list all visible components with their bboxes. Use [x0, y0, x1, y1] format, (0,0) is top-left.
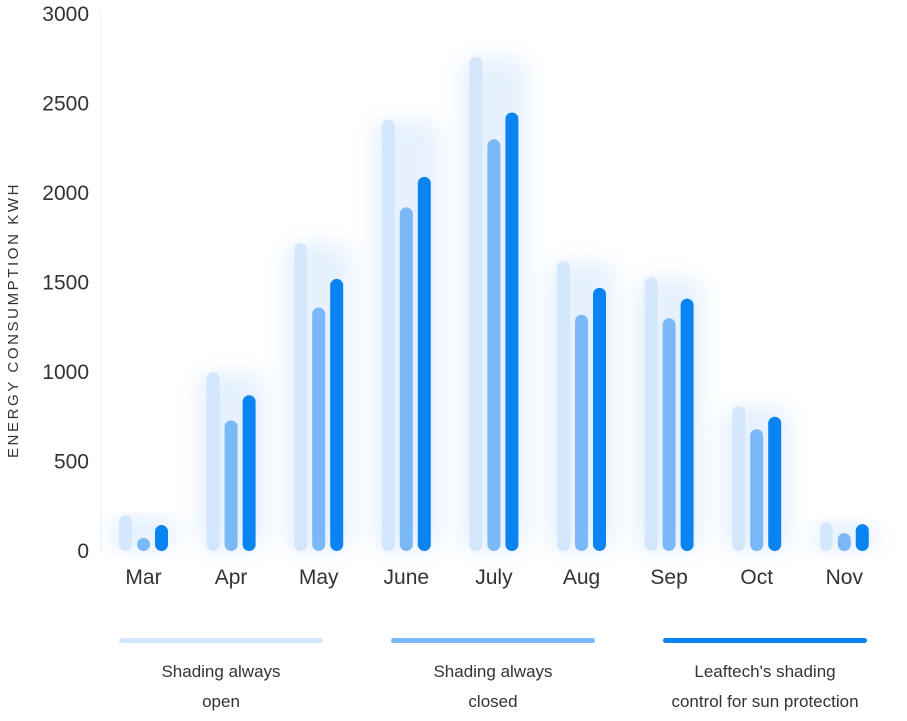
y-tick-label: 1500: [42, 272, 89, 295]
bar-sep-series-3: [680, 298, 694, 551]
bar-apr-series-1: [206, 372, 220, 551]
bar-aug-series-3: [593, 287, 606, 551]
legend-swatch-series-2: [391, 638, 595, 643]
y-tick-label: 500: [54, 451, 89, 474]
y-axis: ENERGY CONSUMPTION KWH: [5, 10, 102, 552]
bar-july-series-1: [469, 56, 483, 552]
x-tick-label: Apr: [215, 566, 248, 589]
x-tick-label: May: [299, 566, 339, 589]
x-tick-label: Mar: [125, 566, 161, 589]
bar-may-series-1: [294, 243, 308, 551]
bar-mar-series-3: [155, 525, 168, 551]
y-tick-label: 2000: [42, 182, 89, 205]
x-tick-label: Oct: [740, 566, 773, 589]
bar-may-series-2: [312, 307, 326, 551]
bar-sep-series-1: [644, 277, 658, 551]
bar-july-series-2: [487, 139, 501, 552]
bar-aug-series-1: [557, 261, 570, 551]
x-tick-label: Sep: [650, 566, 687, 589]
y-tick-label: 0: [77, 540, 89, 563]
x-tick-labels: Mar Apr May June July Aug Sep Oct Nov: [125, 566, 863, 589]
y-tick-labels: 0 500 1000 1500 2000 2500 3000: [42, 3, 89, 563]
legend-label-series-2: Shading always: [433, 662, 552, 681]
x-tick-label: Aug: [563, 566, 600, 589]
bar-oct-series-3: [768, 416, 782, 551]
legend-label-series-3: Leaftech's shading: [694, 662, 835, 681]
bar-mar-series-1: [119, 515, 132, 551]
y-tick-label: 1000: [42, 361, 89, 384]
bar-june-series-2: [399, 207, 413, 551]
x-tick-label: July: [475, 566, 513, 589]
legend-swatch-series-1: [119, 638, 323, 643]
legend: Shading always open Shading always closed Le…: [119, 638, 867, 711]
bar-june-series-3: [417, 176, 431, 551]
bar-sep-series-2: [662, 318, 676, 551]
bar-apr-series-2: [224, 420, 238, 551]
y-tick-label: 3000: [42, 3, 89, 26]
legend-label-series-2: closed: [468, 692, 517, 711]
bars: [119, 56, 869, 552]
legend-label-series-1: Shading always: [161, 662, 280, 681]
bar-nov-series-3: [855, 524, 869, 551]
bar-july-series-3: [505, 112, 519, 551]
y-axis-label: ENERGY CONSUMPTION KWH: [5, 182, 22, 458]
bar-june-series-1: [381, 119, 395, 552]
legend-label-series-1: open: [202, 692, 240, 711]
bar-aug-series-2: [575, 314, 588, 551]
y-tick-label: 2500: [42, 93, 89, 116]
bar-mar-series-2: [137, 538, 150, 551]
legend-label-series-3: control for sun protection: [671, 692, 858, 711]
legend-swatch-series-3: [663, 638, 867, 643]
bar-nov-series-2: [837, 533, 851, 551]
bar-oct-series-1: [732, 406, 746, 551]
bar-apr-series-3: [242, 395, 256, 551]
bar-nov-series-1: [819, 522, 833, 551]
x-tick-label: June: [384, 566, 430, 589]
bar-oct-series-2: [750, 429, 764, 551]
x-tick-label: Nov: [826, 566, 864, 589]
bar-may-series-3: [330, 278, 344, 551]
